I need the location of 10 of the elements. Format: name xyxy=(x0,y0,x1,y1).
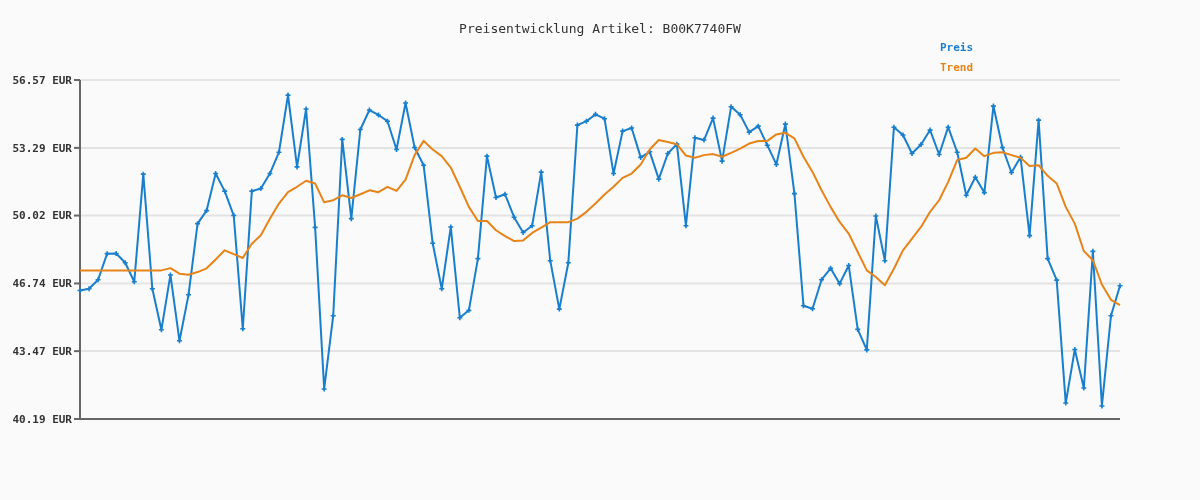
y-tick-label: 46.74 EUR xyxy=(12,277,73,291)
y-tick-label: 53.29 EUR xyxy=(12,141,73,155)
line-series xyxy=(79,131,1121,307)
text: Trend xyxy=(940,61,974,74)
y-tick-label: 50.02 EUR xyxy=(12,209,73,223)
y-tick-label: 40.19 EUR xyxy=(12,412,73,426)
y-tick-label: 56.57 EUR xyxy=(12,73,73,87)
text: Preis xyxy=(940,41,974,54)
y-tick-label: 43.47 EUR xyxy=(12,344,73,358)
chart-title: Preisentwicklung Artikel: B00K7740FW xyxy=(459,21,742,36)
